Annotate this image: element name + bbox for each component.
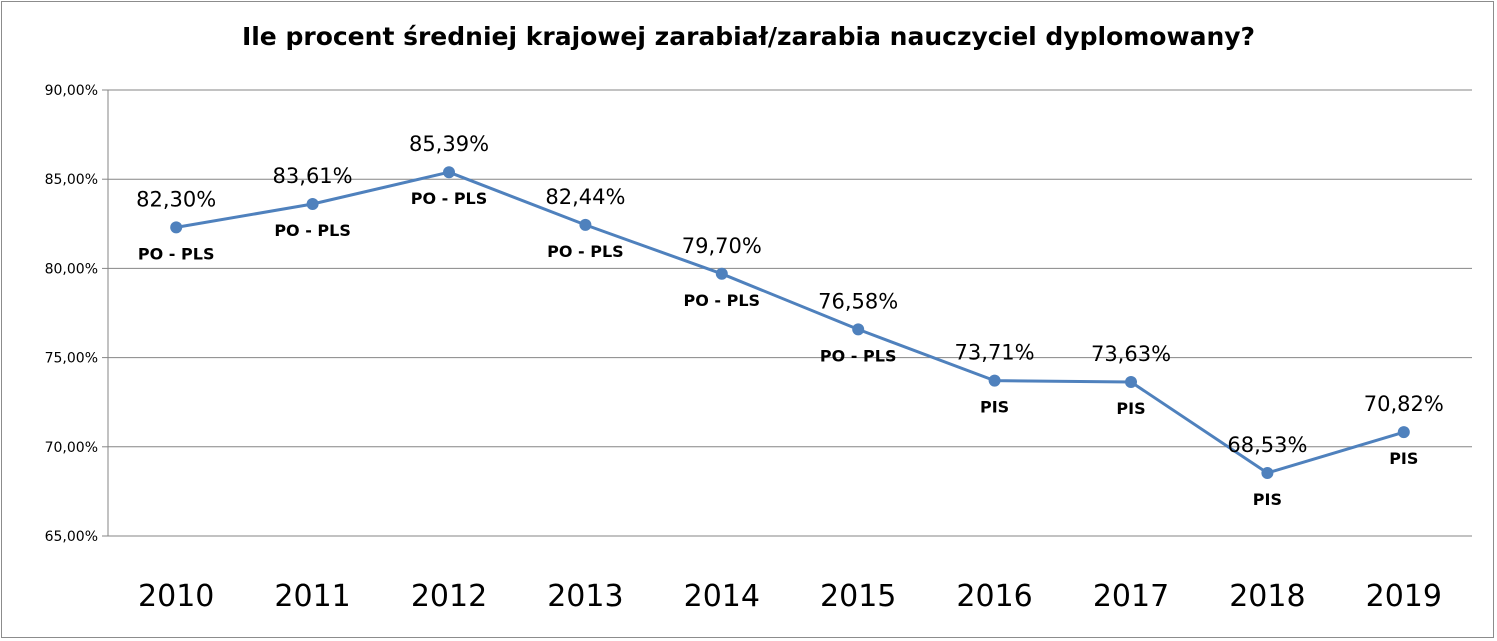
- y-tick-label: 80,00%: [45, 261, 98, 277]
- data-points: [170, 166, 1410, 480]
- y-tick-label: 85,00%: [45, 172, 98, 188]
- party-annotation: PIS: [1389, 449, 1418, 468]
- y-tick-label: 65,00%: [45, 529, 98, 545]
- x-tick-label: 2012: [411, 579, 487, 614]
- party-annotation: PO - PLS: [138, 244, 215, 263]
- x-tick-label: 2018: [1229, 579, 1305, 614]
- party-annotation: PO - PLS: [274, 221, 351, 240]
- x-tick-label: 2016: [956, 579, 1032, 614]
- data-label: 82,44%: [545, 185, 625, 209]
- data-label: 82,30%: [136, 187, 216, 211]
- series-line: [175, 170, 1405, 475]
- party-annotation: PO - PLS: [547, 242, 624, 261]
- x-tick-label: 2017: [1093, 579, 1169, 614]
- party-annotation: PIS: [1253, 490, 1282, 509]
- data-point: [852, 323, 865, 336]
- data-labels: 82,30% PO - PLS 83,61% PO - PLS 85,39% PO - P…: [136, 132, 1444, 509]
- x-tick-label: 2019: [1366, 579, 1442, 614]
- x-tick-label: 2015: [820, 579, 896, 614]
- data-point: [1125, 376, 1137, 389]
- chart-title: Ile procent średniej krajowej zarabiał/z…: [241, 22, 1256, 51]
- data-point: [579, 218, 592, 231]
- data-label: 76,58%: [818, 289, 898, 313]
- party-annotation: PIS: [980, 398, 1009, 417]
- data-point: [715, 267, 728, 280]
- y-tick-label: 75,00%: [45, 351, 98, 367]
- x-tick-label: 2011: [274, 579, 350, 614]
- party-annotation: PO - PLS: [411, 189, 488, 208]
- data-point: [988, 374, 1001, 387]
- data-label: 85,39%: [409, 132, 489, 156]
- data-point: [170, 221, 183, 234]
- data-label: 68,53%: [1227, 433, 1307, 457]
- party-annotation: PO - PLS: [820, 346, 897, 365]
- data-point: [1261, 467, 1274, 480]
- party-annotation: PO - PLS: [684, 291, 761, 310]
- data-label: 70,82%: [1364, 392, 1444, 416]
- party-annotation: PIS: [1116, 399, 1145, 418]
- data-point: [443, 166, 455, 179]
- data-label: 83,61%: [273, 164, 353, 188]
- data-point: [306, 197, 319, 210]
- x-tick-label: 2014: [684, 579, 760, 614]
- data-label: 73,71%: [955, 341, 1035, 365]
- axes: 65,00% 70,00% 75,00% 80,00% 85,00% 90,00% 2010…: [45, 83, 1472, 614]
- data-label: 79,70%: [682, 234, 762, 258]
- y-tick-label: 70,00%: [45, 440, 98, 456]
- x-tick-label: 2013: [547, 579, 623, 614]
- gridlines: [108, 89, 1472, 537]
- y-tick-label: 90,00%: [45, 83, 98, 99]
- x-tick-label: 2010: [138, 579, 214, 614]
- data-point: [1397, 426, 1410, 439]
- series-line-layer: [175, 170, 1405, 475]
- data-label: 73,63%: [1091, 342, 1171, 366]
